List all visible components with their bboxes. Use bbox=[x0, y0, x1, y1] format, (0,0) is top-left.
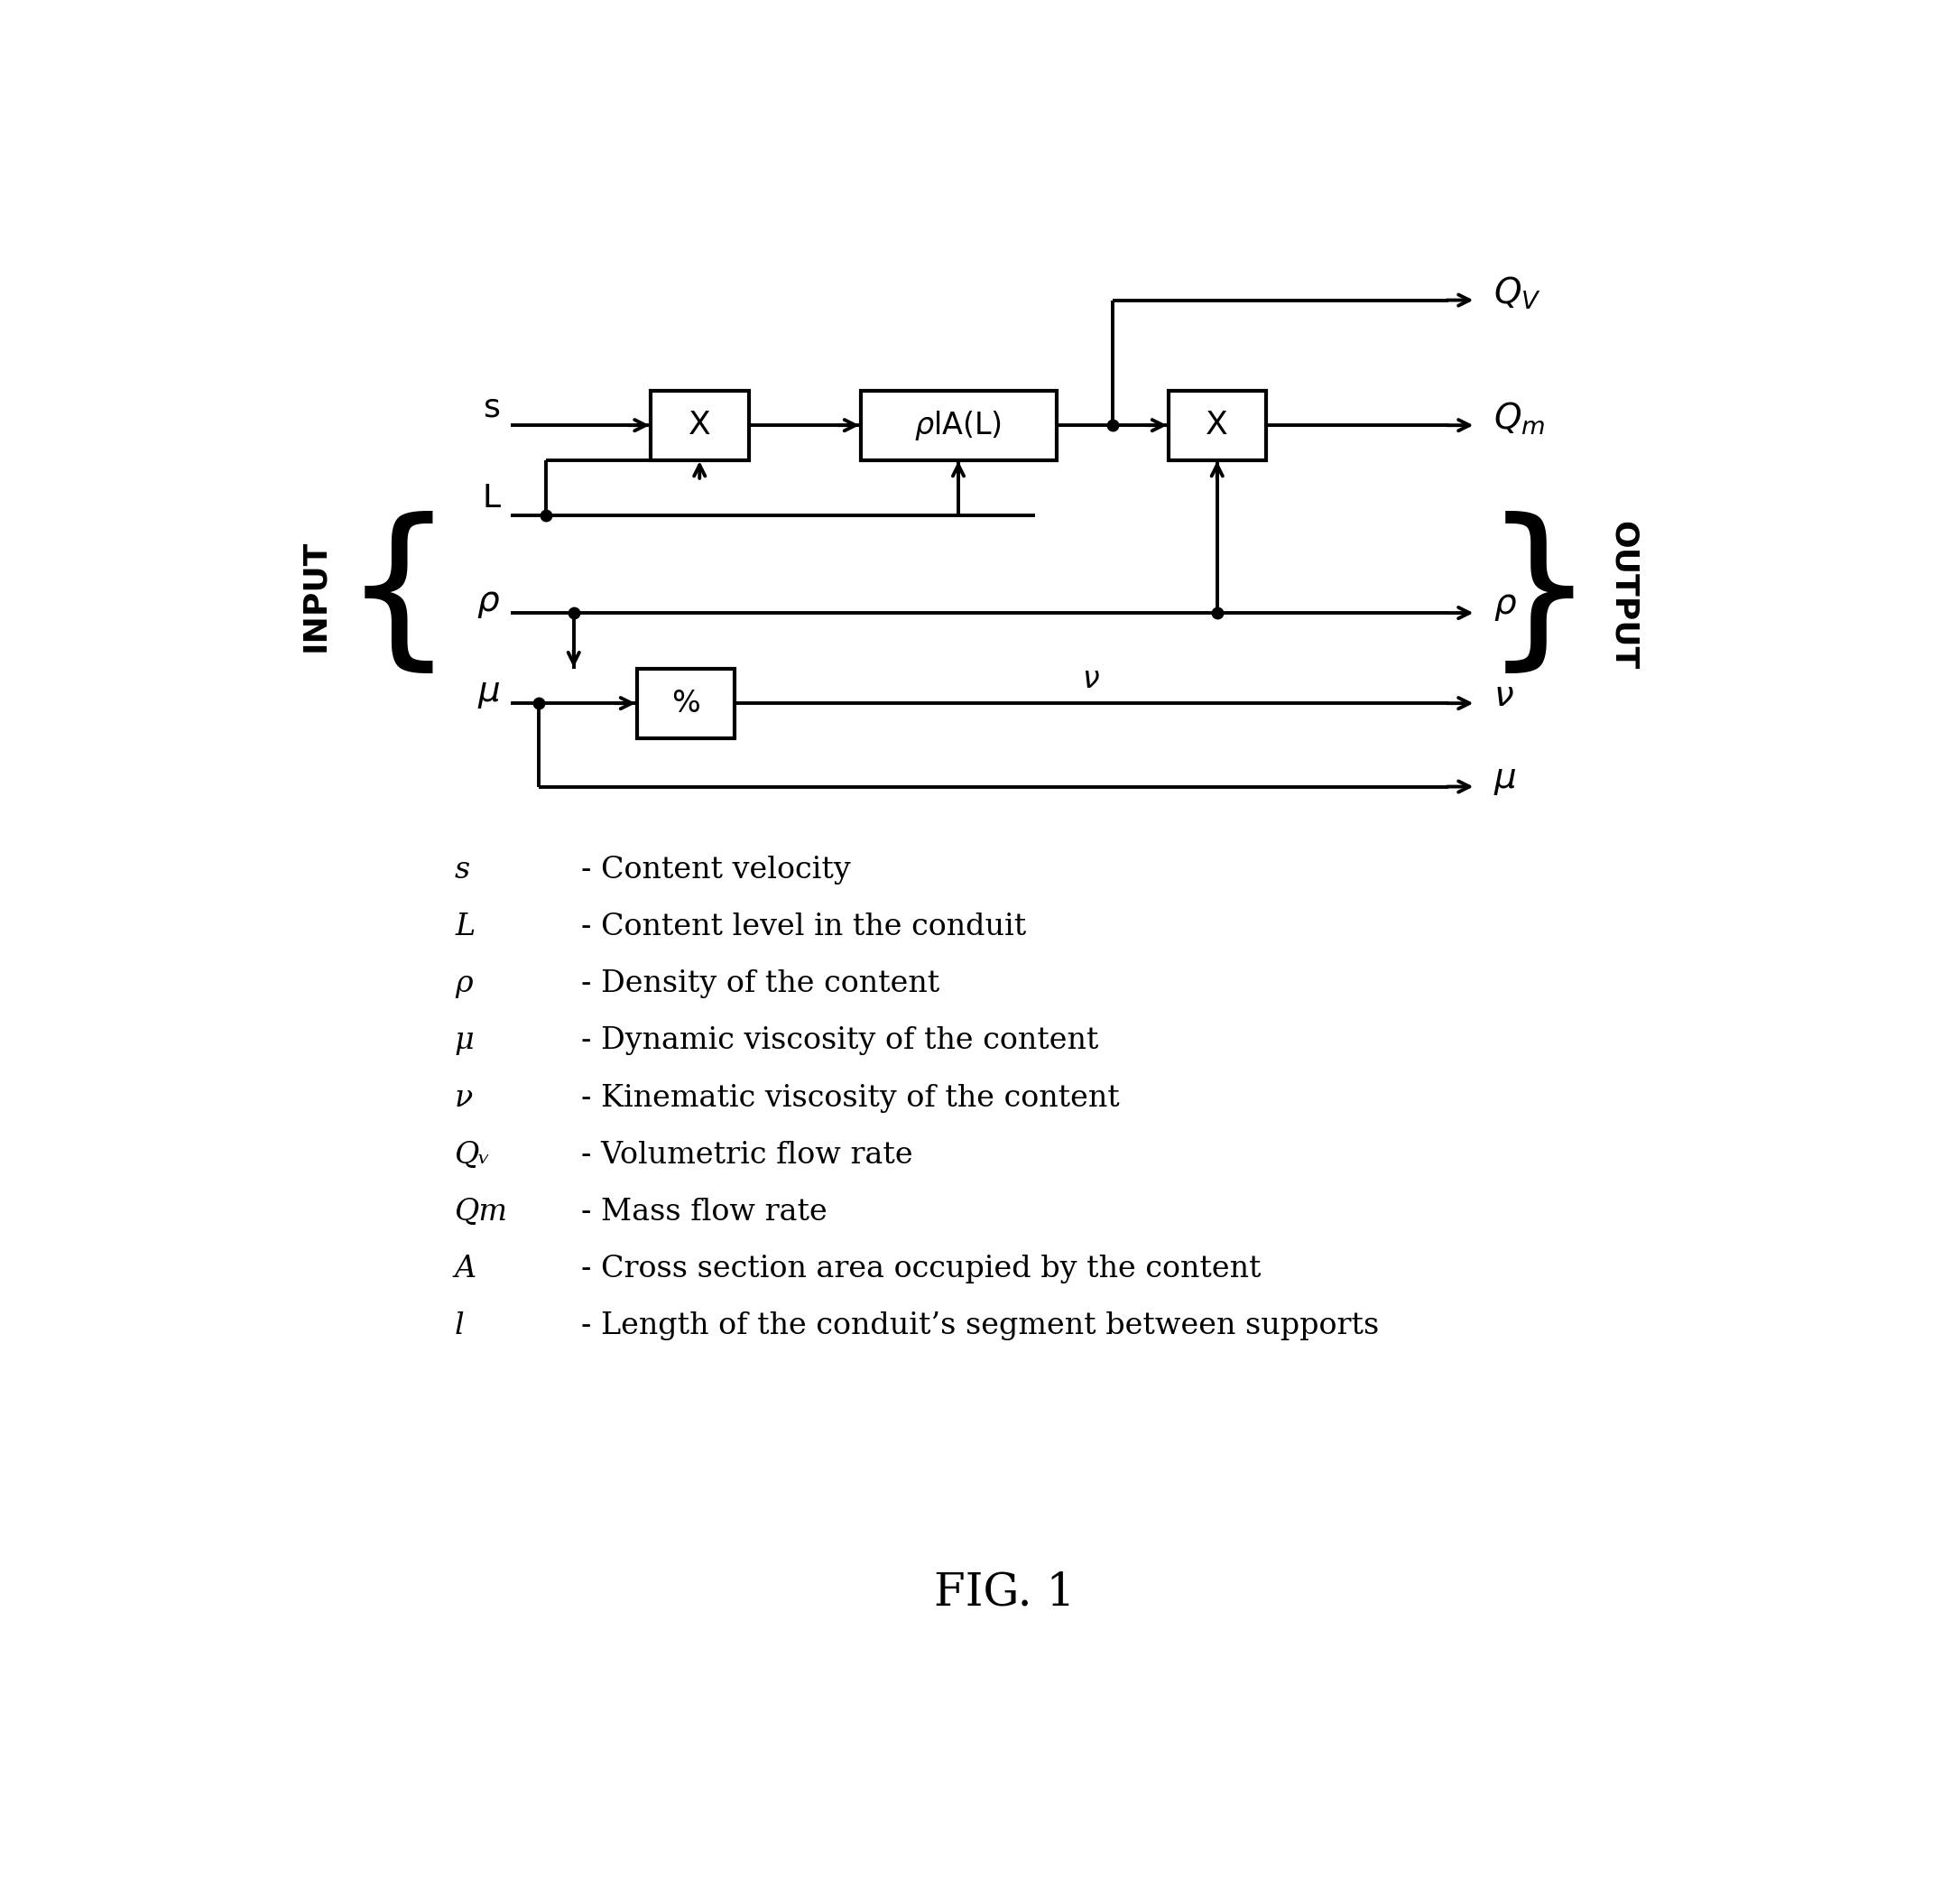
Text: l: l bbox=[455, 1312, 465, 1341]
Text: - Length of the conduit’s segment between supports: - Length of the conduit’s segment betwee… bbox=[580, 1312, 1378, 1341]
FancyBboxPatch shape bbox=[1168, 391, 1266, 460]
Text: X: X bbox=[688, 410, 711, 441]
Text: - Content level in the conduit: - Content level in the conduit bbox=[580, 913, 1025, 942]
Text: - Content velocity: - Content velocity bbox=[580, 856, 851, 885]
Text: $\rho$: $\rho$ bbox=[476, 585, 500, 619]
FancyBboxPatch shape bbox=[651, 391, 749, 460]
Text: $Q_V$: $Q_V$ bbox=[1494, 275, 1541, 311]
Text: INPUT: INPUT bbox=[300, 539, 331, 651]
Text: ρ: ρ bbox=[455, 970, 472, 999]
Text: FIG. 1: FIG. 1 bbox=[935, 1570, 1074, 1616]
Text: $\mu$: $\mu$ bbox=[1494, 763, 1517, 798]
Text: - Volumetric flow rate: - Volumetric flow rate bbox=[580, 1141, 913, 1170]
Text: L: L bbox=[455, 913, 474, 942]
Text: OUTPUT: OUTPUT bbox=[1607, 520, 1639, 670]
Text: {: { bbox=[343, 511, 455, 680]
Text: μ: μ bbox=[455, 1027, 474, 1056]
Text: - Cross section area occupied by the content: - Cross section area occupied by the con… bbox=[580, 1255, 1260, 1284]
Text: }: } bbox=[1484, 511, 1595, 680]
Text: $\nu$: $\nu$ bbox=[1082, 665, 1100, 693]
Text: L: L bbox=[482, 482, 500, 513]
Text: Qm: Qm bbox=[455, 1198, 508, 1227]
Text: %: % bbox=[670, 687, 700, 718]
Text: $\rho$: $\rho$ bbox=[1494, 589, 1517, 623]
Text: X: X bbox=[1205, 410, 1229, 441]
Text: s: s bbox=[455, 856, 470, 885]
FancyBboxPatch shape bbox=[637, 668, 735, 739]
Text: $\rho$lA(L): $\rho$lA(L) bbox=[915, 408, 1002, 442]
Text: A: A bbox=[455, 1255, 476, 1284]
Text: - Kinematic viscosity of the content: - Kinematic viscosity of the content bbox=[580, 1084, 1119, 1113]
Text: $Q_m$: $Q_m$ bbox=[1494, 401, 1544, 437]
Text: s: s bbox=[484, 393, 500, 423]
Text: - Dynamic viscosity of the content: - Dynamic viscosity of the content bbox=[580, 1027, 1098, 1056]
Text: - Density of the content: - Density of the content bbox=[580, 970, 939, 999]
Text: ν: ν bbox=[455, 1084, 472, 1113]
Text: - Mass flow rate: - Mass flow rate bbox=[580, 1198, 827, 1227]
Text: $\nu$: $\nu$ bbox=[1494, 680, 1513, 714]
Text: $\mu$: $\mu$ bbox=[476, 676, 500, 710]
Text: Qᵥ: Qᵥ bbox=[455, 1141, 490, 1170]
FancyBboxPatch shape bbox=[860, 391, 1056, 460]
